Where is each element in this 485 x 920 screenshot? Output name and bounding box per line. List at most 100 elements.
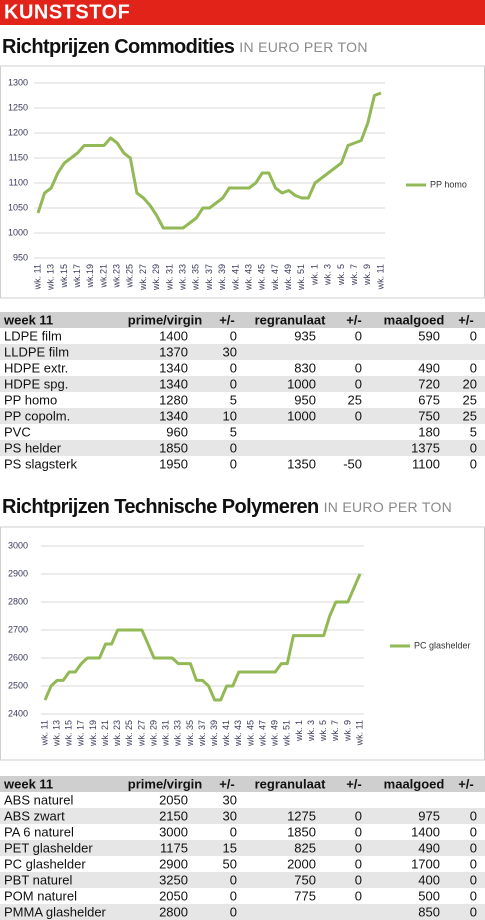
x-tick-label: wk.25: [125, 264, 135, 289]
table-cell: POM naturel: [4, 888, 77, 903]
table-cell: 1340: [159, 376, 188, 391]
table-row-bg: [0, 408, 485, 424]
table-cell: 2050: [159, 792, 188, 807]
table-cell: 5: [230, 424, 237, 439]
table-cell: 1340: [159, 360, 188, 375]
x-tick-label: wk. 3: [323, 264, 333, 286]
table-cell: HDPE extr.: [4, 360, 68, 375]
table-cell: 0: [470, 360, 477, 375]
table-cell: 1280: [159, 392, 188, 407]
table-cell: 1850: [159, 440, 188, 455]
column-header: regranulaat: [255, 312, 326, 327]
table-cell: 975: [418, 808, 440, 823]
column-header: maalgoed: [384, 776, 445, 791]
table-cell: 850: [418, 904, 440, 919]
table-cell: 0: [470, 808, 477, 823]
table-row-bg: [0, 792, 485, 808]
table-cell: 675: [418, 392, 440, 407]
table-cell: 15: [223, 840, 237, 855]
x-tick-label: wk. 25: [124, 720, 134, 747]
x-tick-label: wk. 11: [354, 720, 364, 746]
x-tick-label: wk. 11: [32, 264, 42, 290]
banner-text: KUNSTSTOF: [4, 1, 130, 23]
table-cell: 3000: [159, 824, 188, 839]
table-cell: 0: [230, 440, 237, 455]
table-cell: 0: [355, 888, 362, 903]
x-tick-label: wk. 51: [282, 720, 292, 747]
x-tick-label: wk. 31: [164, 264, 174, 291]
table-cell: 935: [294, 328, 316, 343]
table-cell: 5: [470, 424, 477, 439]
table-row-bg: [0, 456, 485, 472]
table-row-bg: [0, 904, 485, 920]
table-cell: 960: [166, 424, 188, 439]
table-cell: 1275: [287, 808, 316, 823]
table-cell: 2800: [159, 904, 188, 919]
table-row-bg: [0, 376, 485, 392]
table-cell: 1100: [412, 456, 440, 471]
x-tick-label: wk. 49: [270, 720, 280, 747]
table-row-bg: [0, 440, 485, 456]
table-cell: 0: [355, 376, 362, 391]
column-header: week 11: [3, 776, 53, 791]
table-cell: 1175: [160, 840, 188, 855]
x-tick-label: wk. 11: [39, 720, 49, 746]
table-row-bg: [0, 424, 485, 440]
y-tick-label: 3000: [8, 540, 28, 550]
table-cell: 0: [470, 888, 477, 903]
table-cell: 0: [470, 440, 477, 455]
y-tick-label: 1100: [9, 177, 28, 187]
x-tick-label: wk. 33: [173, 720, 183, 747]
table-cell: 0: [355, 808, 362, 823]
y-tick-label: 1250: [8, 102, 28, 112]
y-tick-label: 1050: [8, 202, 28, 212]
x-tick-label: wk. 37: [197, 720, 207, 747]
x-tick-label: wk. 35: [185, 720, 195, 747]
table-cell: HDPE spg.: [4, 376, 68, 391]
table-cell: 3250: [159, 872, 188, 887]
table-row-bg: [0, 840, 485, 856]
table-cell: 825: [294, 840, 316, 855]
column-header: regranulaat: [255, 776, 326, 791]
x-tick-label: wk. 27: [138, 264, 148, 291]
x-tick-label: wk. 31: [161, 720, 171, 747]
x-tick-label: wk. 1: [309, 264, 319, 286]
x-tick-label: wk. 43: [233, 720, 243, 747]
column-header: week 11: [3, 312, 53, 327]
table-cell: 950: [294, 392, 316, 407]
column-header: +/-: [346, 312, 362, 327]
column-header: +/-: [346, 776, 362, 791]
column-header: maalgoed: [384, 312, 445, 327]
table-cell: 750: [418, 408, 440, 423]
title: Richtprijzen Commodities: [2, 36, 235, 58]
table-cell: 5: [230, 392, 237, 407]
table-cell: 0: [470, 824, 477, 839]
table-cell: ABS zwart: [4, 808, 65, 823]
legend-label: PP homo: [430, 179, 467, 189]
table-row-bg: [0, 392, 485, 408]
table-cell: 1400: [411, 824, 440, 839]
x-tick-label: wk. 5: [318, 720, 328, 742]
x-tick-label: wk. 3: [306, 720, 316, 742]
x-tick-label: wk.21: [98, 264, 108, 289]
y-tick-label: 950: [13, 252, 28, 262]
y-tick-label: 1300: [8, 77, 28, 87]
table-cell: 1375: [411, 440, 440, 455]
table-row-bg: [0, 872, 485, 888]
table-cell: 490: [418, 840, 440, 855]
table-cell: 2050: [159, 888, 188, 903]
table-header-bg: [0, 312, 485, 328]
table-cell: 400: [418, 872, 440, 887]
table-cell: PMMA glashelder: [4, 904, 107, 919]
line-series: [43, 573, 362, 702]
table-row-bg: [0, 328, 485, 344]
x-tick-label: wk. 47: [257, 720, 267, 747]
x-tick-label: wk. 13: [46, 264, 56, 291]
x-tick-label: wk. 27: [136, 720, 146, 747]
table-cell: LDPE film: [4, 328, 62, 343]
table-cell: 180: [418, 424, 440, 439]
banner: [0, 0, 485, 25]
section-title: Richtprijzen Technische Polymeren IN EURO…: [2, 496, 452, 518]
table-cell: PS helder: [4, 440, 62, 455]
table-cell: 0: [230, 360, 237, 375]
